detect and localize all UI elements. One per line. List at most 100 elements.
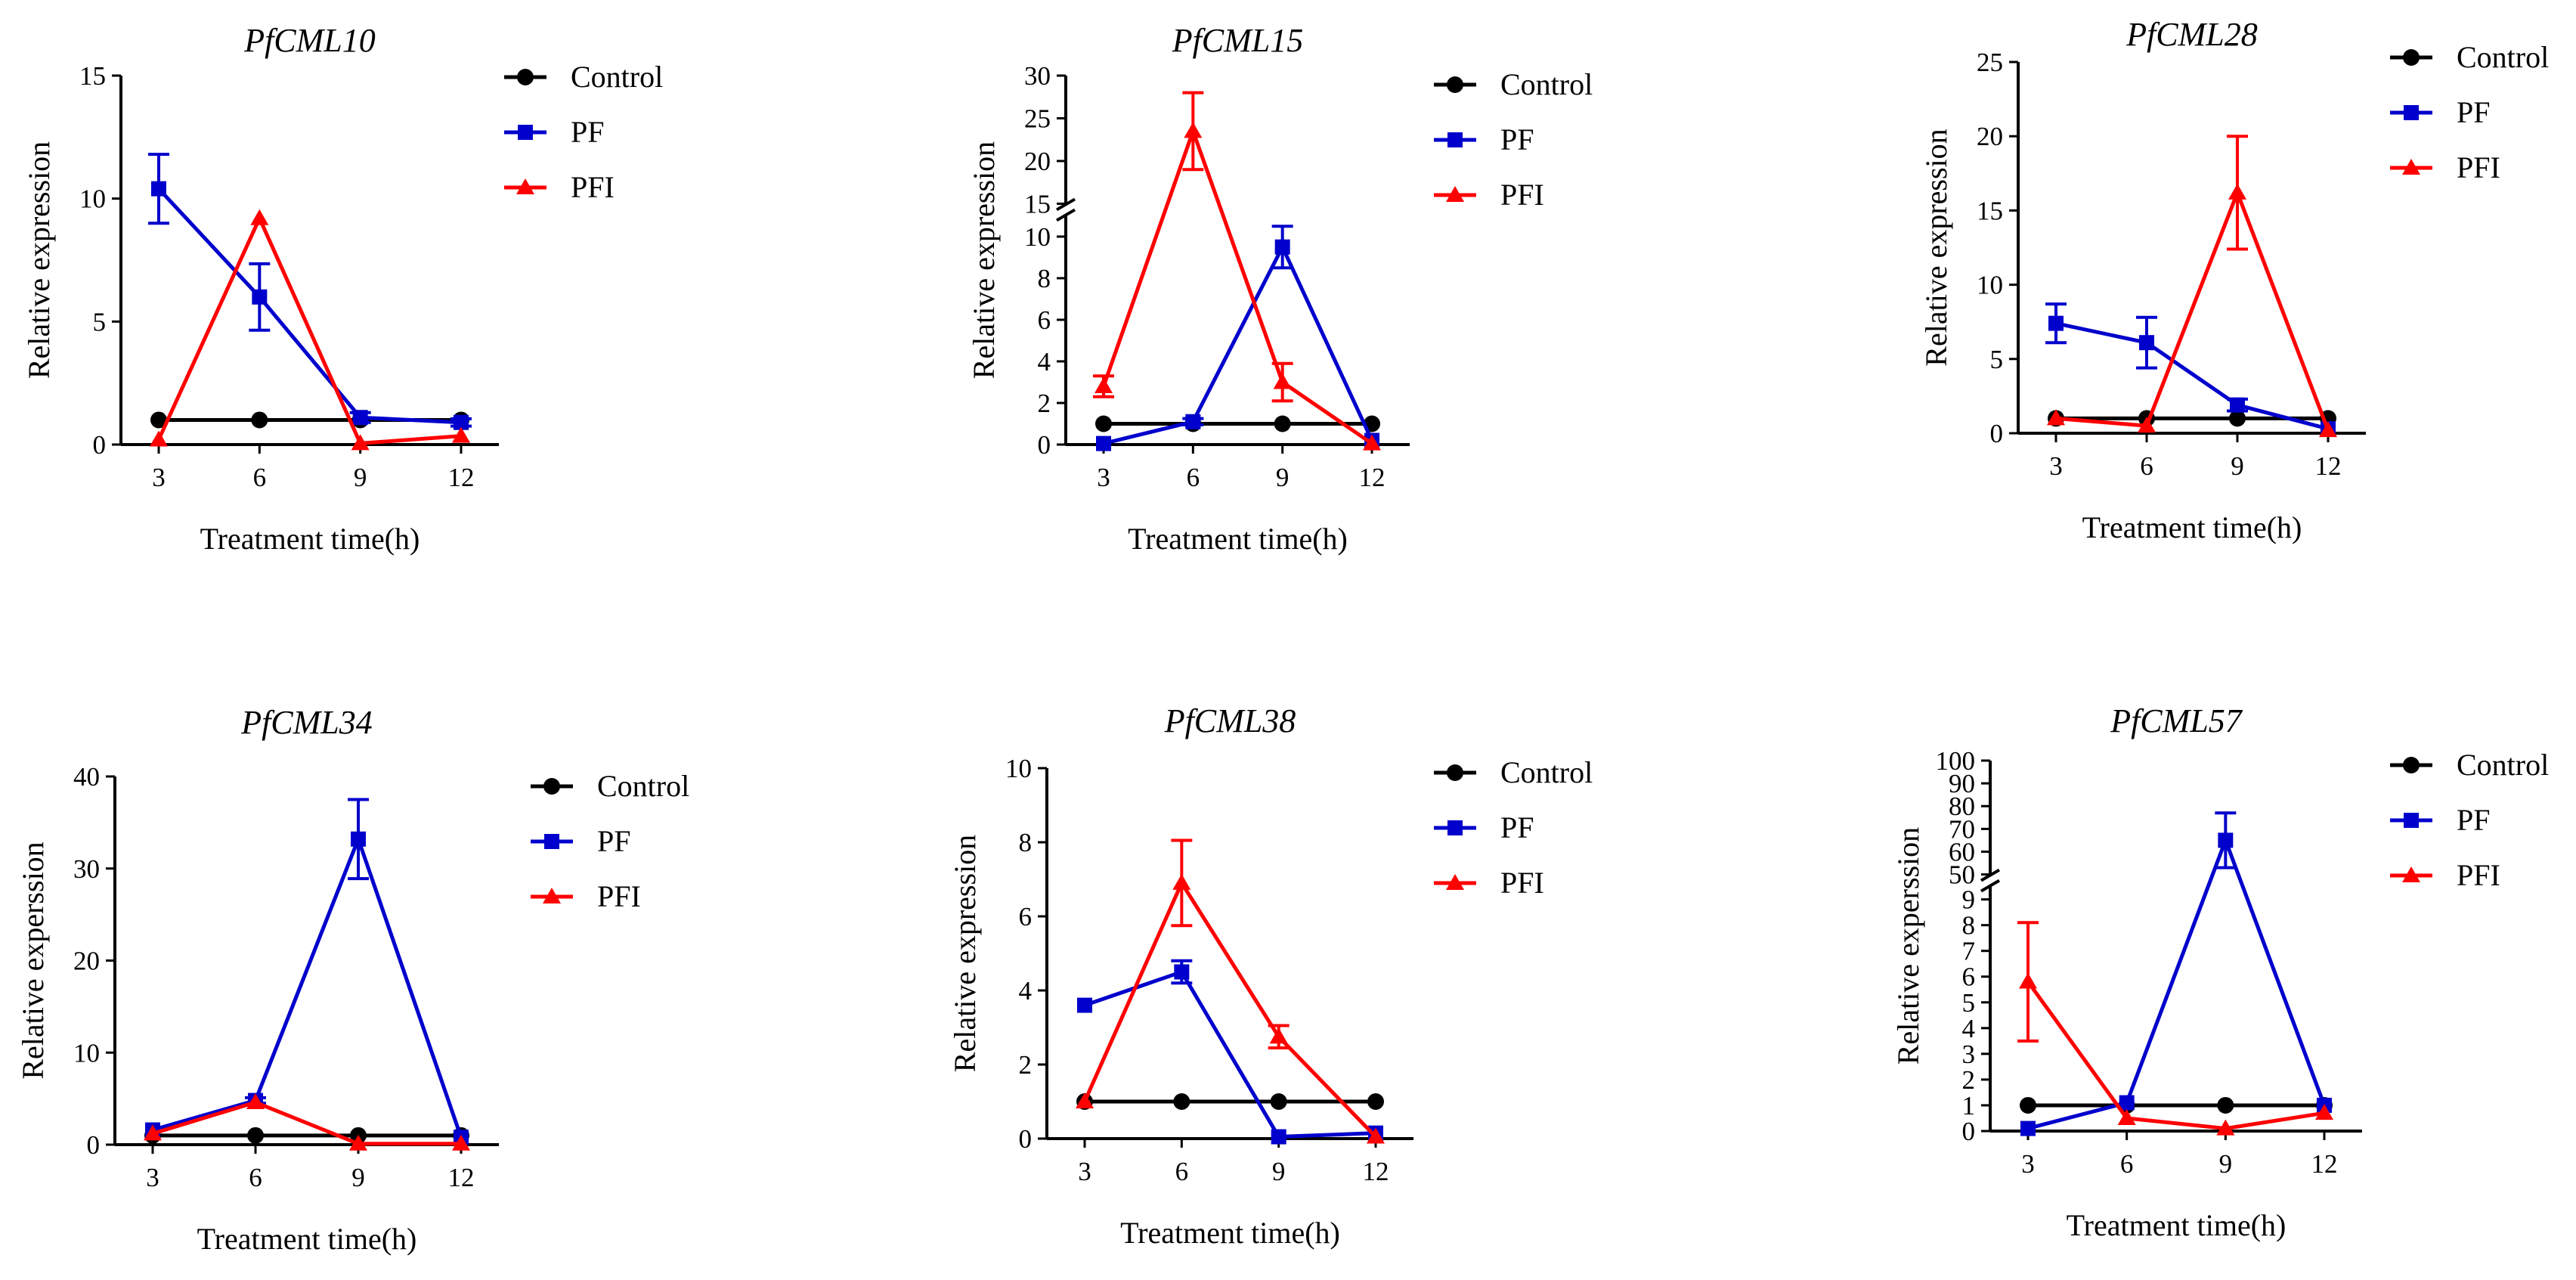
y-tick-label: 2 — [1962, 1065, 1976, 1095]
data-point-PFI — [452, 426, 470, 443]
legend-marker-PFI — [2402, 159, 2420, 175]
x-axis-label: Treatment time(h) — [200, 522, 420, 556]
y-tick-label: 0 — [1038, 430, 1051, 460]
legend: Control PF PFI — [2390, 40, 2549, 184]
data-point-Control — [1095, 415, 1112, 432]
data-point-PFI — [2319, 421, 2337, 438]
data-point-PFI — [144, 1124, 162, 1141]
series-line — [1084, 969, 1376, 1139]
series-PFI — [2017, 921, 2333, 1136]
y-tick-label: 60 — [1949, 837, 1975, 866]
y-tick-label: 20 — [1024, 147, 1051, 176]
y-tick-label: 10 — [1024, 222, 1051, 252]
y-tick-label: 100 — [1936, 746, 1976, 776]
legend-label: Control — [1500, 67, 1593, 101]
x-axis-label: Treatment time(h) — [2082, 510, 2302, 544]
legend-label: PF — [2457, 95, 2491, 129]
x-tick-label: 12 — [2311, 1149, 2338, 1179]
data-point-PF — [2230, 397, 2245, 413]
legend-label: PF — [1500, 122, 1534, 157]
data-point-PFI — [1172, 873, 1191, 890]
x-tick-label: 9 — [2231, 451, 2244, 481]
y-tick-label: 10 — [1005, 754, 1032, 783]
data-point-PFI — [452, 1134, 470, 1151]
y-tick-label: 5 — [1990, 345, 2004, 374]
chart-panel-PfCML38: PfCML38 0 2 4 6 8 10 3 6 9 12 Treatment time(h) Rela… — [948, 702, 1593, 1250]
series-PF — [148, 153, 472, 430]
data-point-PF — [151, 181, 166, 197]
legend-marker-PF — [1447, 132, 1463, 147]
series-PF — [2020, 811, 2332, 1136]
data-point-Control — [2229, 410, 2246, 427]
y-tick-label: 70 — [1949, 814, 1975, 844]
x-axis-label: Treatment time(h) — [197, 1222, 417, 1256]
series-line — [157, 187, 462, 425]
legend-marker-PF — [518, 125, 533, 140]
data-point-Control — [2217, 1096, 2234, 1114]
data-point-PF — [1077, 997, 1092, 1013]
y-tick-label: 30 — [1024, 61, 1051, 91]
y-axis-label: Relative expression — [967, 141, 1001, 379]
x-axis-label: Treatment time(h) — [1120, 1216, 1340, 1250]
x-tick-label: 12 — [448, 1163, 475, 1192]
y-tick-label: 10 — [79, 184, 106, 214]
x-tick-label: 6 — [1187, 463, 1200, 492]
y-tick-label: 1 — [1962, 1091, 1976, 1120]
data-point-PF — [2048, 315, 2064, 331]
legend-marker-PFI — [2402, 866, 2420, 882]
data-point-PFI — [2228, 183, 2246, 200]
series-line — [2055, 321, 2329, 431]
data-point-PF — [1185, 414, 1201, 429]
data-point-PFI — [1363, 434, 1381, 451]
chart-panel-PfCML15: PfCML15 0 2 4 6 8 10 15 20 25 30 3 6 9 12 Treatment tim… — [967, 22, 1593, 556]
legend-label: PFI — [1500, 866, 1544, 900]
y-axis-label: Relative experssion — [1891, 827, 1925, 1065]
legend-label: PFI — [571, 170, 615, 204]
x-tick-label: 12 — [448, 463, 475, 492]
y-tick-label: 15 — [79, 61, 106, 91]
series-line — [2026, 981, 2325, 1131]
data-point-PFI — [1076, 1092, 1094, 1108]
legend-marker-PF — [2404, 105, 2419, 120]
data-point-PFI — [351, 434, 370, 451]
data-point-PFI — [1184, 122, 1203, 138]
series-line — [2027, 835, 2327, 1131]
data-point-PF — [1096, 435, 1111, 451]
data-point-PF — [2119, 1095, 2135, 1111]
x-tick-label: 3 — [146, 1163, 159, 1192]
y-tick-label: 20 — [1977, 122, 2003, 151]
y-tick-label: 80 — [1949, 792, 1975, 821]
y-axis-label: Relative expression — [1919, 129, 1953, 366]
y-tick-label: 7 — [1962, 937, 1976, 966]
y-tick-label: 5 — [1962, 988, 1976, 1018]
data-point-Control — [150, 411, 167, 429]
series-PFI — [2047, 135, 2337, 438]
legend: Control PF PFI — [504, 60, 663, 204]
x-tick-label: 12 — [2315, 451, 2342, 481]
legend: Control PF PFI — [531, 769, 689, 913]
x-axis-label: Treatment time(h) — [1128, 522, 1348, 556]
y-tick-label: 4 — [1019, 976, 1033, 1006]
y-axis-label: Relative expression — [948, 835, 982, 1072]
legend-marker-PF — [2404, 813, 2419, 828]
legend-label: PFI — [597, 879, 641, 913]
series-PFI — [150, 209, 470, 451]
legend-label: PF — [2457, 803, 2491, 837]
data-point-PFI — [2019, 972, 2037, 989]
series-line — [152, 833, 463, 1139]
y-tick-label: 90 — [1949, 769, 1975, 798]
chart-panel-PfCML28: PfCML28 0 5 10 15 20 25 3 6 9 12 Treatment time(h) R… — [1919, 16, 2549, 544]
y-tick-label: 0 — [87, 1130, 101, 1160]
x-tick-label: 9 — [2219, 1149, 2233, 1179]
data-point-Control — [1173, 1093, 1190, 1110]
y-tick-label: 0 — [1019, 1124, 1033, 1154]
legend-marker-PFI — [543, 888, 561, 903]
data-point-PFI — [1094, 377, 1113, 393]
y-axis-label: Relative experssion — [16, 841, 50, 1079]
legend-label: PFI — [2457, 858, 2500, 892]
y-tick-label: 5 — [93, 307, 107, 336]
y-tick-label: 4 — [1962, 1014, 1976, 1043]
series-PF — [145, 798, 469, 1145]
